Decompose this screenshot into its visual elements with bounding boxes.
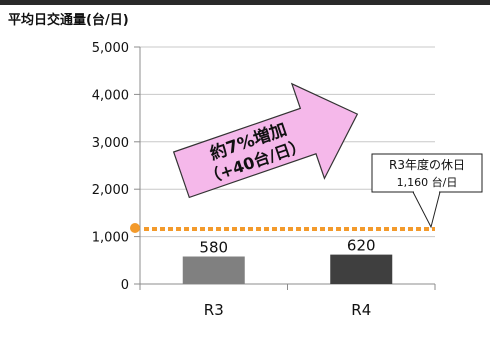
data-label-r4: 620	[347, 237, 376, 255]
bar-r4	[330, 254, 393, 284]
data-label-r3: 580	[199, 239, 228, 257]
top-cropped-strip	[0, 0, 490, 5]
increase-arrow: 約7%増加 （+40台/日）	[172, 82, 359, 199]
y-tick-label: 5,000	[92, 41, 129, 56]
x-tick-label-r3: R3	[204, 301, 224, 319]
bars: 580 620	[182, 237, 393, 284]
y-tick-label: 3,000	[92, 136, 129, 151]
y-tick-label: 2,000	[92, 183, 129, 198]
holiday-callout: R3年度の休日 1,160 台/日	[371, 153, 483, 229]
holiday-callout-pointer	[412, 191, 441, 229]
x-tick-label-r4: R4	[351, 301, 371, 319]
y-tick-label: 0	[121, 278, 129, 293]
y-axis-title: 平均日交通量(台/日)	[8, 12, 129, 28]
bar-r3	[182, 256, 245, 284]
y-tick-label: 4,000	[92, 88, 129, 103]
y-tick-label: 1,000	[92, 231, 129, 246]
holiday-callout-box	[371, 153, 483, 193]
y-axis-ticks: 0 1,000 2,000 3,000 4,000 5,000	[92, 41, 140, 293]
reference-line-group	[130, 223, 435, 234]
x-axis-ticks: R3 R4	[139, 284, 436, 319]
reference-line-marker	[130, 223, 140, 234]
holiday-callout-text-line1: R3年度の休日	[389, 157, 465, 172]
increase-arrow-shape	[172, 82, 359, 199]
holiday-callout-text-line2: 1,160 台/日	[397, 175, 458, 189]
